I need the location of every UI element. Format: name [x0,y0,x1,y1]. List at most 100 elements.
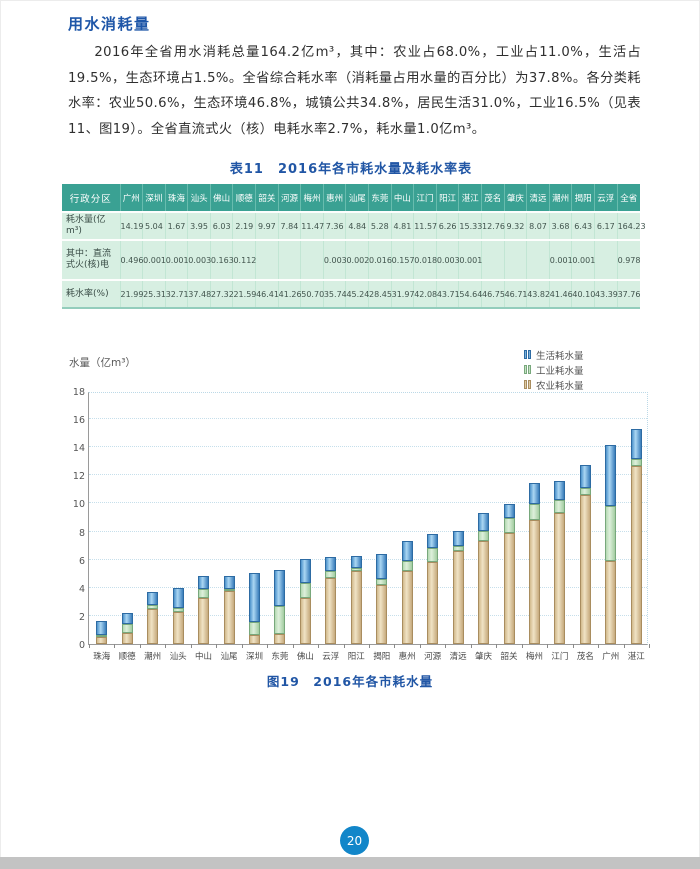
bar-segment-agriculture [503,532,515,644]
row-label: 耗水率(%) [62,279,121,308]
column-header-city: 梅州 [300,184,324,212]
table-cell: 0.157 [391,239,415,280]
legend-marker-icon [524,380,531,389]
x-category-label: 佛山 [296,652,314,662]
x-category-label: 清远 [449,652,467,662]
bar-stack [376,553,388,644]
column-header-region: 行政分区 [62,184,121,212]
legend-bar-glyph [528,380,531,389]
table-cell: 41.46 [549,279,573,308]
bar-segment-industry [172,608,184,612]
x-category-label: 中山 [195,652,213,662]
y-tick-label: 4 [78,583,85,595]
x-axis-tick [114,644,116,648]
table-row: 其中：直流式火(核)电 0.496 0.001 0.001 0.003 0.163 0.11… [62,239,640,280]
x-category-label: 东莞 [271,652,289,662]
bar-segment-domestic [274,569,286,607]
x-axis-tick [394,644,396,648]
x-axis-tick [649,644,650,648]
x-axis-tick [521,644,523,648]
bar-segment-agriculture [554,513,566,644]
x-axis-tick [89,644,90,648]
bar-stack [452,530,464,644]
bar-segment-agriculture [198,598,210,644]
x-axis-tick [318,644,320,648]
legend-item-agriculture: 农业耗水量 [524,377,584,392]
table-cell: 43.39 [594,279,618,308]
bar-segment-domestic [452,530,464,547]
table-cell [255,239,279,280]
table-cell: 25.31 [142,279,166,308]
x-category-label: 深圳 [245,652,263,662]
table-cell: 5.28 [368,211,392,240]
column-header-city: 珠海 [165,184,189,212]
table-cell: 6.43 [571,211,595,240]
table-cell [504,239,528,280]
table-cell: 2.19 [232,211,257,240]
column-header-city: 茂名 [481,184,505,212]
column-header-city: 惠州 [323,184,347,212]
legend-label: 农业耗水量 [536,380,584,392]
bar-segment-agriculture [172,611,184,644]
bar-stack [274,569,286,644]
bar-segment-industry [528,504,540,520]
table-cell: 0.016 [368,239,392,280]
bar-segment-domestic [223,576,235,589]
bar-segment-agriculture [478,541,490,644]
column-header-city: 河源 [278,184,302,212]
x-category-label: 韶关 [500,652,518,662]
y-tick-label: 12 [72,471,85,483]
table-cell: 21.59 [232,279,256,308]
table-cell: 4.81 [391,211,415,240]
legend-label: 生活耗水量 [536,350,584,362]
table-cell: 45.24 [345,279,369,308]
bar-segment-agriculture [630,466,642,644]
legend-item-industry: 工业耗水量 [524,362,584,377]
bar-segment-agriculture [274,634,286,644]
table-cell: 35.74 [323,279,347,308]
bar-segment-domestic [172,588,184,609]
gridline [89,586,647,588]
bar-segment-agriculture [96,636,108,644]
x-axis-tick [572,644,574,648]
table-cell: 0.001 [165,239,189,280]
table-cell: 0.001 [549,239,573,280]
bar-segment-agriculture [223,591,235,644]
bar-segment-domestic [248,573,260,622]
x-category-label: 广州 [602,652,620,662]
column-header-city: 汕尾 [345,184,370,212]
y-tick-label: 0 [78,640,85,651]
bar-stack [401,540,413,644]
table-cell: 0.163 [210,239,234,280]
x-axis-tick [292,644,294,648]
x-category-label: 揭阳 [373,652,391,662]
bar-segment-agriculture [248,635,260,644]
table-cell: 37.76 [617,279,640,308]
x-category-label: 茂名 [576,652,594,662]
table-cell [594,239,618,280]
column-header-city: 广州 [120,184,144,212]
page-bottom-edge [0,857,700,869]
column-header-city: 揭阳 [571,184,595,212]
x-axis-tick [496,644,498,648]
table-row: 耗水率(%) 21.99 25.31 32.71 37.48 27.32 21.59 46.4… [62,279,640,308]
table-cell: 3.68 [549,211,573,240]
row-label: 耗水量(亿m³) [62,211,121,240]
gridline [89,614,647,616]
section-title: 用水消耗量 [68,15,151,33]
table-cell: 54.64 [458,279,482,308]
bar-segment-industry [299,582,311,599]
table-cell: 11.57 [413,211,437,240]
table-cell: 46.71 [504,279,528,308]
bar-segment-domestic [630,428,642,460]
bar-stack [96,620,108,644]
bar-segment-industry [350,568,362,571]
table-cell: 14.19 [120,211,143,240]
x-category-label: 汕尾 [220,652,238,662]
bar-segment-domestic [503,503,515,518]
bar-segment-domestic [528,482,540,505]
table-cell: 46.75 [481,279,505,308]
x-axis-tick [369,644,370,648]
bar-segment-industry [452,546,464,551]
bar-segment-domestic [554,481,566,501]
